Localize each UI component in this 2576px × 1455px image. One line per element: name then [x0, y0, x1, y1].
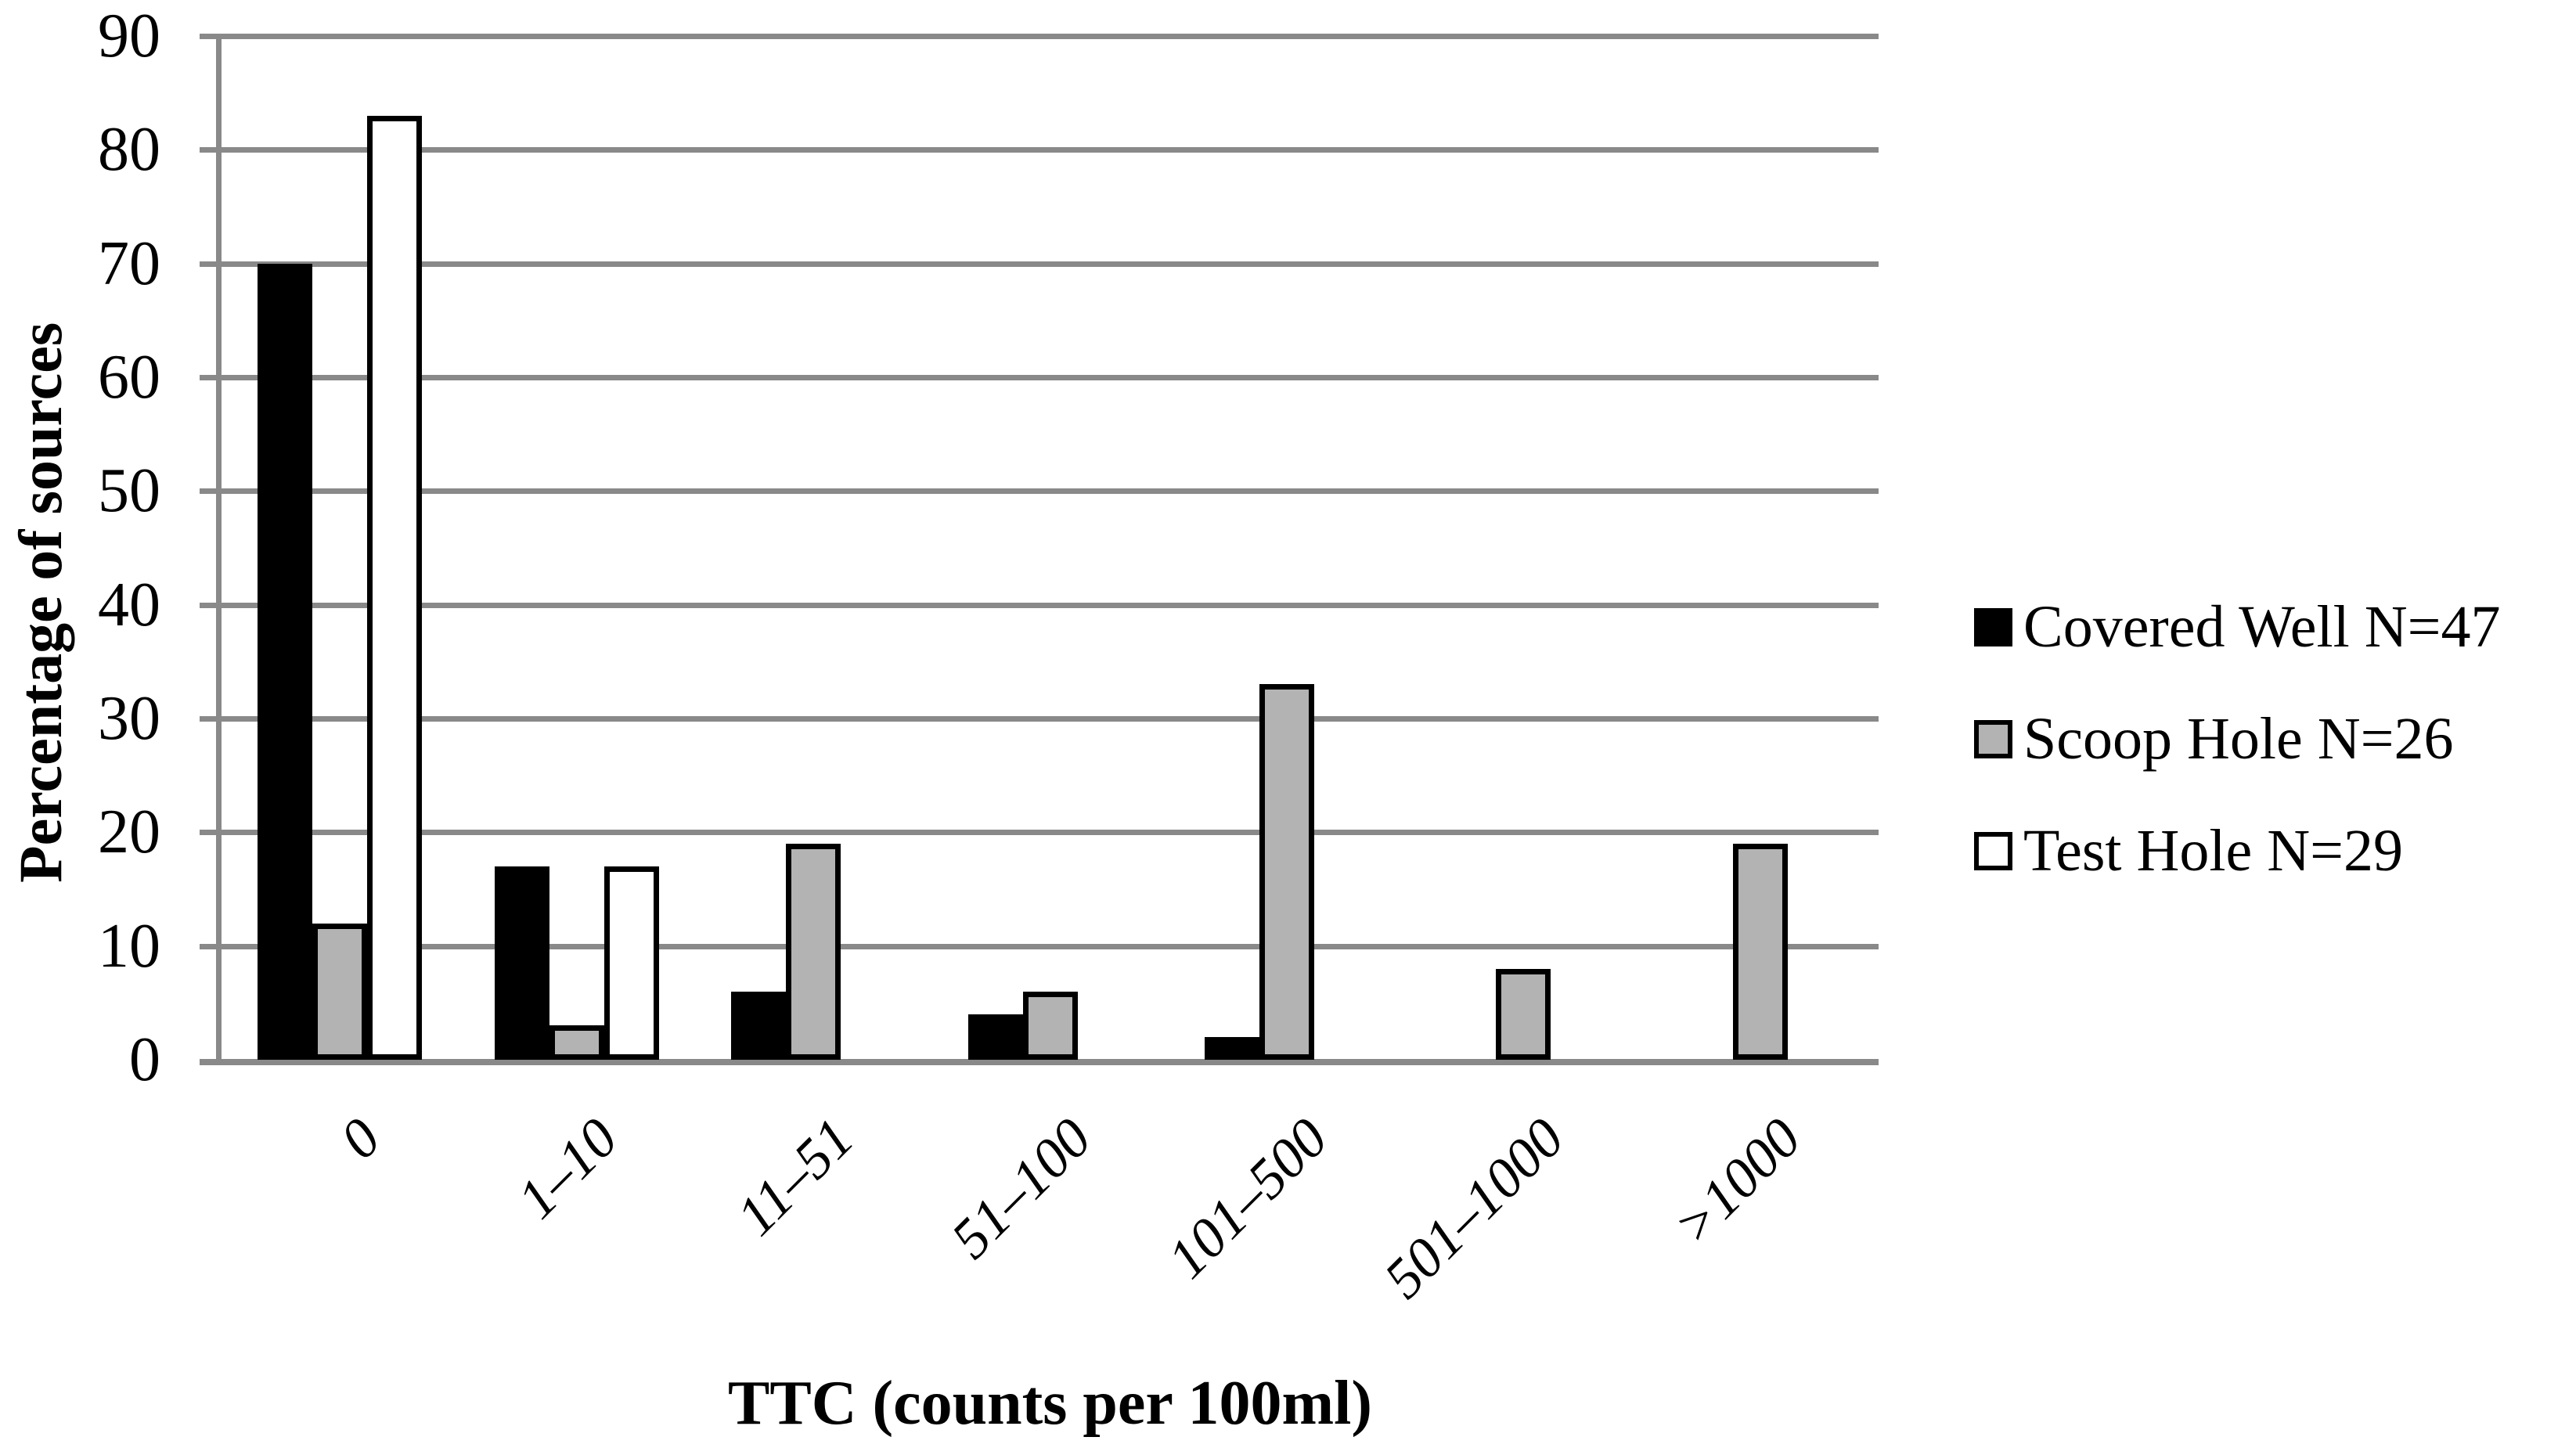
y-tick-label-0: 0: [129, 1025, 160, 1094]
x-tick-label-3: 51–100: [939, 1106, 1103, 1270]
bar-scoop-hole-cat6: [1732, 843, 1788, 1060]
legend-swatch-test-hole: [1974, 831, 2012, 870]
legend: Covered Well N=47 Scoop Hole N=26 Test Hol…: [1974, 595, 2500, 931]
x-tick-label-2: 11–51: [725, 1106, 866, 1248]
y-tick-label-30: 30: [98, 684, 160, 753]
legend-label-test-hole: Test Hole N=29: [2023, 818, 2404, 884]
legend-item-scoop-hole: Scoop Hole N=26: [1974, 707, 2500, 771]
x-tick-label-1: 1–10: [505, 1106, 629, 1230]
x-tick-label-4: 101–500: [1155, 1106, 1340, 1291]
y-axis-title: Percentage of sources: [6, 322, 74, 883]
gridline-90: [200, 34, 1879, 39]
gridline-80: [200, 147, 1879, 153]
y-tick-label-50: 50: [98, 456, 160, 526]
bar-covered-well-cat1: [494, 866, 549, 1060]
legend-label-scoop-hole: Scoop Hole N=26: [2023, 706, 2454, 772]
y-tick-label-10: 10: [98, 911, 160, 981]
legend-swatch-covered-well: [1974, 607, 2012, 646]
legend-item-test-hole: Test Hole N=29: [1974, 819, 2500, 883]
bar-covered-well-cat2: [731, 991, 787, 1060]
y-axis-line: [216, 34, 222, 1064]
legend-item-covered-well: Covered Well N=47: [1974, 595, 2500, 659]
bar-test-hole-cat0: [367, 115, 423, 1060]
bar-covered-well-cat0: [258, 263, 313, 1060]
bar-scoop-hole-cat5: [1496, 968, 1551, 1060]
legend-label-covered-well: Covered Well N=47: [2023, 594, 2501, 660]
bar-scoop-hole-cat2: [786, 843, 841, 1060]
legend-swatch-scoop-hole: [1974, 719, 2012, 758]
bar-scoop-hole-cat1: [549, 1025, 604, 1060]
bar-scoop-hole-cat3: [1022, 991, 1078, 1060]
gridline-60: [200, 375, 1879, 380]
x-tick-label-0: 0: [328, 1106, 393, 1171]
x-tick-label-6: >1000: [1662, 1106, 1813, 1258]
x-axis-title: TTC (counts per 100ml): [728, 1369, 1372, 1438]
gridline-10: [200, 943, 1879, 949]
bar-scoop-hole-cat4: [1259, 684, 1314, 1060]
y-tick-label-90: 90: [98, 2, 160, 70]
y-tick-label-80: 80: [98, 115, 160, 185]
x-tick-label-5: 501–1000: [1372, 1106, 1576, 1310]
x-axis-line: [200, 1059, 1879, 1065]
y-tick-label-60: 60: [98, 343, 160, 412]
y-tick-label-70: 70: [98, 229, 160, 298]
gridline-40: [200, 602, 1879, 608]
plot-area: [200, 34, 1879, 1065]
bar-test-hole-cat1: [603, 866, 659, 1060]
bar-covered-well-cat3: [967, 1014, 1023, 1060]
y-tick-label-20: 20: [98, 798, 160, 867]
gridline-70: [200, 261, 1879, 267]
y-tick-label-40: 40: [98, 570, 160, 639]
bar-scoop-hole-cat0: [312, 923, 368, 1060]
gridline-30: [200, 716, 1879, 722]
gridline-50: [200, 488, 1879, 495]
gridline-20: [200, 830, 1879, 836]
bar-covered-well-cat4: [1204, 1036, 1259, 1060]
